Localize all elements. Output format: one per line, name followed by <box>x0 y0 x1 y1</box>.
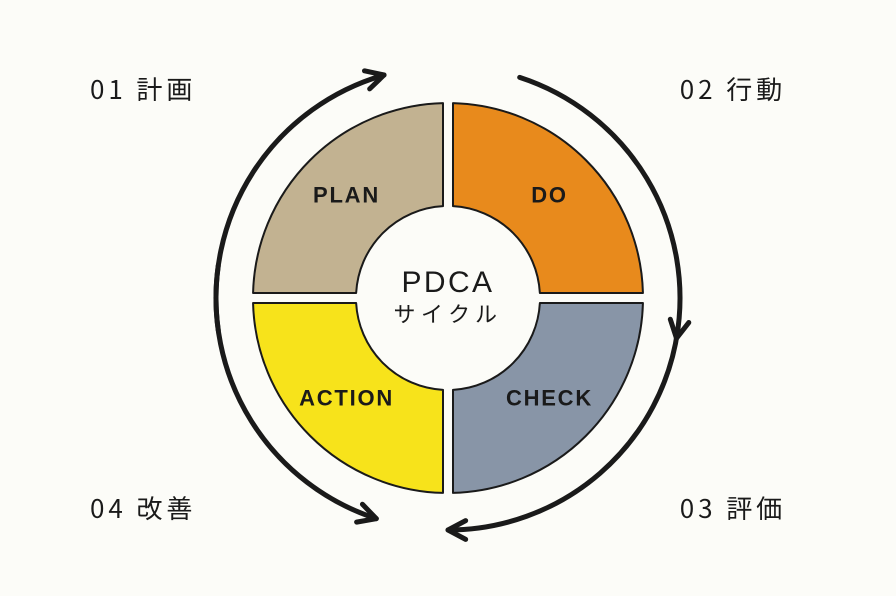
label-check-text: 評価 <box>726 489 786 526</box>
label-action: 04 改善 <box>90 489 196 526</box>
label-do-num: 02 <box>680 70 717 107</box>
pdca-cycle-diagram: PLAN DO CHECK ACTION PDCAサイクル 01 計画 02 行動 03… <box>0 0 896 596</box>
label-action-text: 改善 <box>136 489 196 526</box>
label-plan-text: 計画 <box>136 70 196 107</box>
label-do-text: 行動 <box>726 70 786 107</box>
center-subtitle: サイクル <box>394 297 503 329</box>
segment-label-check: CHECK <box>506 385 593 410</box>
segment-label-action: ACTION <box>299 385 394 410</box>
label-action-num: 04 <box>90 489 127 526</box>
segment-label-do: DO <box>531 182 568 207</box>
label-check: 03 評価 <box>680 489 786 526</box>
segment-label-plan: PLAN <box>313 182 380 207</box>
label-plan: 01 計画 <box>90 70 196 107</box>
center-title: PDCA <box>402 266 495 299</box>
label-do: 02 行動 <box>680 70 786 107</box>
label-plan-num: 01 <box>90 70 127 107</box>
label-check-num: 03 <box>680 489 717 526</box>
